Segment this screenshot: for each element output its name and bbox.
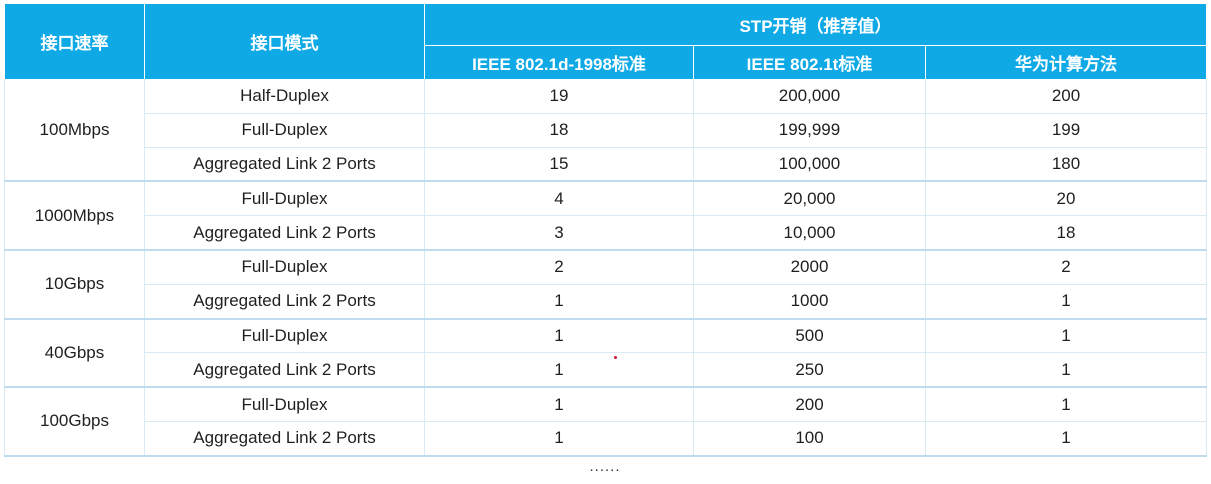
header-interface-speed: 接口速率 [4,3,145,80]
cell-ieee-8021d: 1 [424,420,694,457]
cell-interface-mode: Full-Duplex [144,180,425,217]
cell-ieee-8021t: 1000 [693,283,926,320]
cell-ieee-8021t: 250 [693,352,926,389]
table-header: 接口速率 接口模式 STP开销（推荐值） IEEE 802.1d-1998标准 … [4,3,1208,80]
table-row: 100Mbps Half-Duplex 19 200,000 200 [4,79,1208,183]
cell-ieee-8021t: 100,000 [693,146,926,183]
cell-ieee-8021d: 4 [424,180,694,217]
cell-ieee-8021d: 18 [424,112,694,148]
cell-interface-mode: Full-Duplex [144,249,425,285]
header-interface-mode: 接口模式 [144,3,425,80]
header-huawei-method: 华为计算方法 [924,45,1208,80]
stray-red-dot [614,356,617,359]
cell-interface-mode: Aggregated Link 2 Ports [144,283,425,320]
table-row: Full-Duplex 18 199,999 199 [5,112,1208,148]
cell-huawei-method: 20 [924,180,1208,217]
cell-huawei-method: 1 [924,352,1208,389]
cell-interface-mode: Full-Duplex [144,112,425,148]
cell-ieee-8021d: 2 [424,249,694,285]
table-row: 1000Mbps Full-Duplex 4 20,000 20 [4,180,1208,251]
cell-huawei-method: 2 [924,249,1208,285]
cell-ieee-8021t: 200,000 [693,79,926,114]
cell-ieee-8021t: 10,000 [693,215,926,251]
cell-ieee-8021d: 15 [424,146,694,183]
cell-huawei-method: 1 [924,420,1208,457]
cell-ieee-8021d: 1 [424,318,694,354]
cell-huawei-method: 200 [924,79,1208,114]
table-row: Aggregated Link 2 Ports 15 100,000 180 [5,146,1208,183]
table-row: 40Gbps Full-Duplex 1 500 1 [4,318,1208,389]
ellipsis-continuation: ...... [589,458,621,475]
header-ieee-8021d: IEEE 802.1d-1998标准 [424,45,694,80]
cell-interface-speed: 100Mbps [4,79,145,183]
cell-huawei-method: 1 [924,283,1208,320]
cell-interface-speed: 40Gbps [4,318,145,389]
cell-huawei-method: 18 [924,215,1208,251]
cell-ieee-8021d: 3 [424,215,694,251]
cell-interface-mode: Aggregated Link 2 Ports [144,215,425,251]
table-row: Aggregated Link 2 Ports 1 1000 1 [5,283,1208,320]
table-row: Aggregated Link 2 Ports 1 250 1 [5,352,1208,389]
cell-ieee-8021t: 500 [693,318,926,354]
cell-ieee-8021t: 20,000 [693,180,926,217]
cell-ieee-8021d: 1 [424,283,694,320]
table-row: 10Gbps Full-Duplex 2 2000 2 [4,249,1208,320]
cell-huawei-method: 199 [924,112,1208,148]
cell-interface-speed: 1000Mbps [4,180,145,251]
cell-ieee-8021t: 200 [693,386,926,422]
cell-interface-mode: Full-Duplex [144,318,425,354]
cell-ieee-8021t: 199,999 [693,112,926,148]
cell-ieee-8021d: 19 [424,79,694,114]
header-ieee-8021t: IEEE 802.1t标准 [693,45,926,80]
cell-interface-mode: Full-Duplex [144,386,425,422]
header-stp-cost: STP开销（推荐值） [423,3,1208,46]
table-row: Aggregated Link 2 Ports 1 100 1 [5,420,1208,457]
cell-interface-mode: Aggregated Link 2 Ports [144,420,425,457]
cell-ieee-8021t: 2000 [693,249,926,285]
cell-interface-mode: Aggregated Link 2 Ports [144,146,425,183]
cell-huawei-method: 1 [924,386,1208,422]
cell-interface-speed: 10Gbps [4,249,145,320]
table-row: Aggregated Link 2 Ports 3 10,000 18 [5,215,1208,251]
cell-huawei-method: 180 [924,146,1208,183]
table-body: 100Mbps Half-Duplex 19 200,000 200 Full-Duple… [4,79,1208,457]
cell-interface-mode: Half-Duplex [144,79,425,114]
table-row: 100Gbps Full-Duplex 1 200 1 [4,386,1208,457]
cell-interface-speed: 100Gbps [4,386,145,457]
stp-cost-table: 接口速率 接口模式 STP开销（推荐值） IEEE 802.1d-1998标准 … [4,3,1208,457]
cell-interface-mode: Aggregated Link 2 Ports [144,352,425,389]
cell-ieee-8021d: 1 [424,352,694,389]
cell-ieee-8021d: 1 [424,386,694,422]
cell-huawei-method: 1 [924,318,1208,354]
